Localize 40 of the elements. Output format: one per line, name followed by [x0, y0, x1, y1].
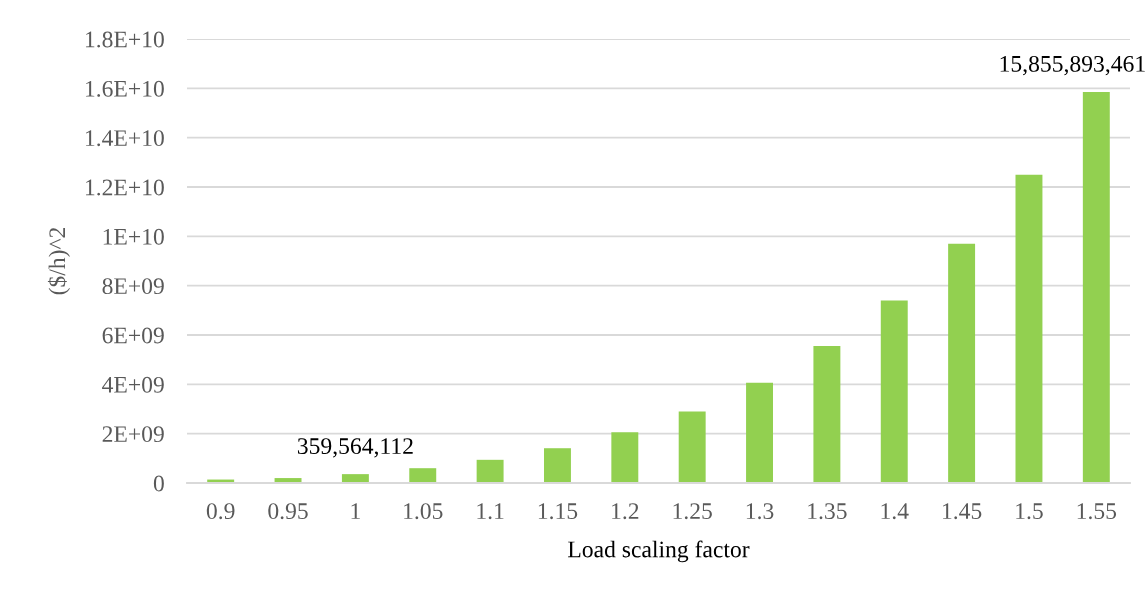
- x-tick-label: 1.3: [746, 503, 774, 520]
- y-tick-label: 0: [153, 475, 164, 492]
- bar: [880, 300, 908, 483]
- y-tick-label: 8E+09: [102, 278, 164, 295]
- x-tick-label: 1.2: [612, 503, 639, 520]
- data-label: 359,564,112: [297, 438, 413, 458]
- bar: [1082, 91, 1110, 483]
- x-tick-label: 0.9: [206, 503, 235, 520]
- x-tick-label: 0.95: [268, 503, 308, 520]
- x-tick-label: 1.1: [477, 503, 504, 520]
- x-tick-label: 1: [351, 503, 360, 519]
- bar: [1015, 174, 1043, 483]
- x-tick-label: 1.5: [1016, 503, 1043, 520]
- bar: [341, 474, 369, 483]
- y-axis-title: ($/h)^2: [47, 227, 71, 295]
- bar: [611, 432, 639, 483]
- y-tick-label: 1.4E+10: [85, 130, 164, 147]
- bar: [948, 243, 976, 483]
- x-tick-label: 1.45: [943, 503, 982, 520]
- y-tick-label: 2E+09: [102, 426, 164, 443]
- x-tick-label: 1.4: [881, 503, 909, 520]
- bar: [543, 448, 571, 483]
- y-tick-label: 1E+10: [103, 228, 164, 245]
- data-label: 15,855,893,461: [1000, 55, 1145, 76]
- x-tick-label: 1.55: [1077, 503, 1117, 520]
- y-tick-label: 1.2E+10: [85, 179, 164, 196]
- x-axis-title: Load scaling factor: [568, 540, 750, 563]
- x-tick-label: 1.35: [808, 503, 847, 520]
- y-tick-label: 1.6E+10: [85, 80, 164, 97]
- y-tick-label: 6E+09: [102, 327, 164, 344]
- x-tick-label: 1.25: [673, 503, 712, 520]
- x-tick-label: 1.15: [538, 503, 578, 520]
- bar: [813, 346, 841, 483]
- bar: [746, 382, 774, 483]
- bar: [678, 411, 706, 483]
- bar: [409, 468, 437, 483]
- x-tick-label: 1.05: [404, 503, 443, 520]
- bar: [476, 459, 504, 483]
- y-tick-label: 4E+09: [102, 376, 164, 393]
- y-tick-label: 1.8E+10: [85, 31, 164, 48]
